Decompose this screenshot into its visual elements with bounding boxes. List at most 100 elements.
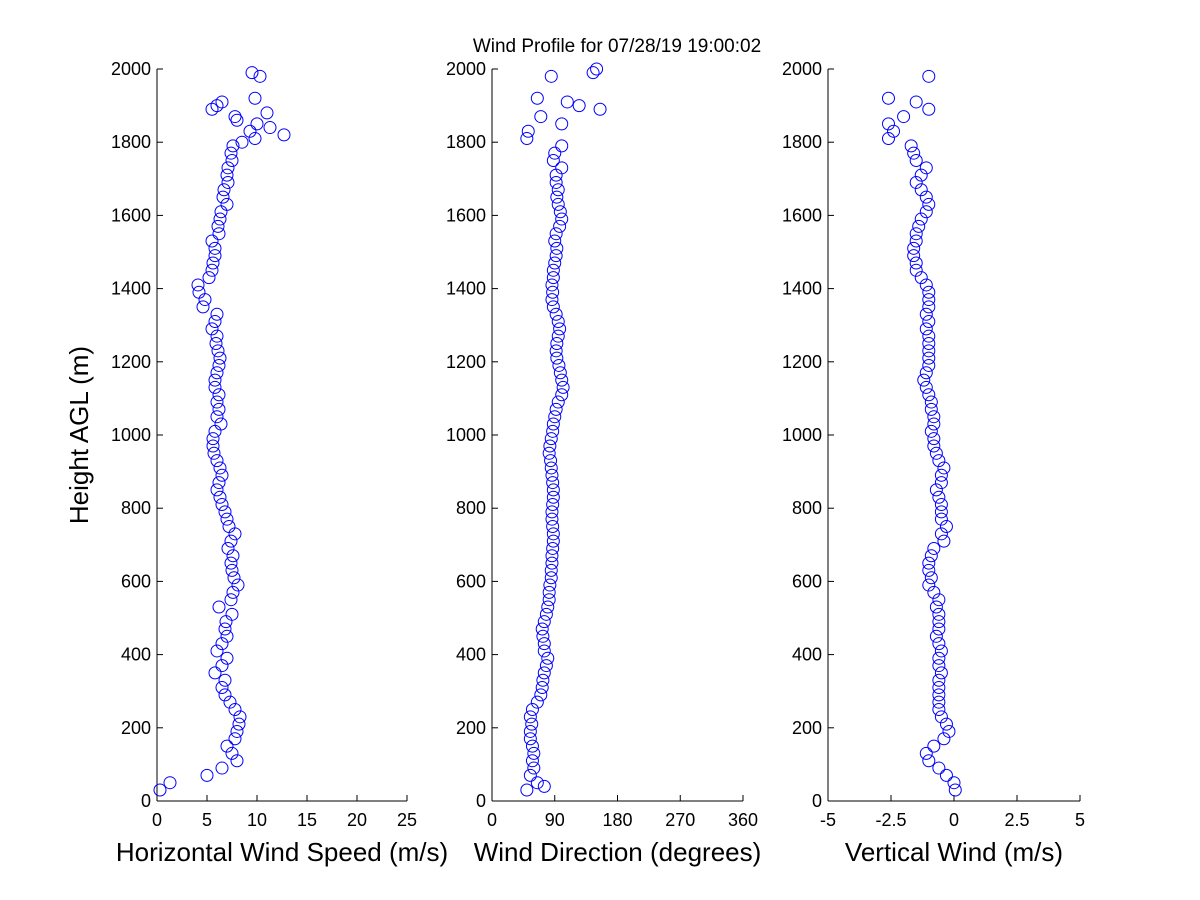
y-tick-label: 0 (812, 791, 822, 811)
data-point (232, 717, 246, 731)
data-point (555, 117, 569, 131)
data-point (937, 732, 951, 746)
data-point (212, 476, 226, 490)
x-tick-label: 2.5 (1004, 810, 1029, 830)
data-point (226, 585, 240, 599)
data-point (922, 358, 936, 372)
data-point (909, 263, 923, 277)
data-point (536, 629, 550, 643)
data-point (525, 754, 539, 768)
y-tick-label: 1800 (446, 132, 486, 152)
data-point (546, 534, 560, 548)
figure-title: Wind Profile for 07/28/19 19:00:02 (473, 36, 761, 57)
data-point (932, 622, 946, 636)
y-tick-label: 600 (792, 571, 822, 591)
data-point (553, 322, 567, 336)
data-point (550, 241, 564, 255)
data-point (228, 732, 242, 746)
data-point (934, 527, 948, 541)
data-point (934, 666, 948, 680)
y-tick-label: 1400 (782, 279, 822, 299)
data-point (555, 373, 569, 387)
data-point (253, 69, 267, 83)
data-point (932, 761, 946, 775)
data-point (929, 483, 943, 497)
y-tick-label: 1800 (782, 132, 822, 152)
data-point (245, 66, 259, 80)
data-point (215, 637, 229, 651)
data-point (209, 337, 223, 350)
data-point (233, 710, 247, 724)
data-point (210, 329, 224, 343)
data-point (226, 139, 240, 153)
data-point (909, 234, 923, 248)
data-point (545, 505, 559, 519)
data-point (881, 132, 895, 146)
data-point (223, 695, 237, 709)
data-point (220, 168, 234, 182)
x-tick-label: 0 (152, 810, 162, 830)
x-tick-label: 90 (545, 810, 565, 830)
y-tick-label: 1400 (446, 279, 486, 299)
y-tick-label: 0 (141, 791, 151, 811)
data-point (556, 380, 570, 394)
data-point (217, 183, 231, 197)
data-point (225, 607, 239, 621)
data-point (210, 454, 224, 468)
x-axis-label: Horizontal Wind Speed (m/s) (116, 837, 448, 867)
data-point (202, 271, 216, 285)
y-tick-label: 1000 (111, 425, 151, 445)
y-tick-label: 1800 (111, 132, 151, 152)
y-tick-label: 1600 (446, 205, 486, 225)
y-tick-label: 800 (456, 498, 486, 518)
data-point (922, 329, 936, 343)
data-point (922, 344, 936, 358)
data-point (221, 161, 235, 175)
y-tick-label: 600 (456, 571, 486, 591)
data-point (548, 410, 562, 424)
data-point (527, 746, 541, 760)
data-point (534, 110, 548, 124)
data-point (207, 446, 221, 460)
data-point (919, 161, 933, 175)
data-point (919, 205, 933, 219)
data-point (218, 673, 232, 687)
data-point (545, 278, 559, 292)
data-point (192, 285, 206, 299)
data-point (231, 578, 245, 592)
data-point (230, 113, 244, 127)
data-point (922, 69, 936, 83)
data-point (544, 571, 558, 585)
data-point (224, 146, 238, 160)
data-point (922, 563, 936, 577)
data-point (546, 271, 560, 285)
data-point (546, 424, 560, 438)
data-point (586, 66, 600, 80)
data-point (210, 644, 224, 658)
data-point (539, 659, 553, 673)
data-point (550, 351, 564, 365)
data-point (919, 307, 933, 321)
data-point (552, 358, 566, 372)
data-point (208, 666, 222, 680)
data-point (211, 344, 225, 358)
data-point (922, 578, 936, 592)
data-point (548, 256, 562, 270)
data-point (934, 468, 948, 482)
data-point (227, 571, 241, 585)
data-point (927, 432, 941, 446)
data-point (909, 154, 923, 167)
data-point (932, 688, 946, 702)
data-point (881, 91, 895, 105)
data-point (932, 681, 946, 695)
data-point (546, 263, 560, 277)
data-point (212, 358, 226, 372)
data-point (546, 498, 560, 512)
data-point (919, 190, 933, 204)
data-point (225, 746, 239, 760)
data-point (222, 520, 236, 533)
data-point (224, 593, 238, 607)
x-tick-label: -2.5 (875, 810, 906, 830)
data-point (544, 563, 558, 577)
data-point (572, 99, 586, 113)
